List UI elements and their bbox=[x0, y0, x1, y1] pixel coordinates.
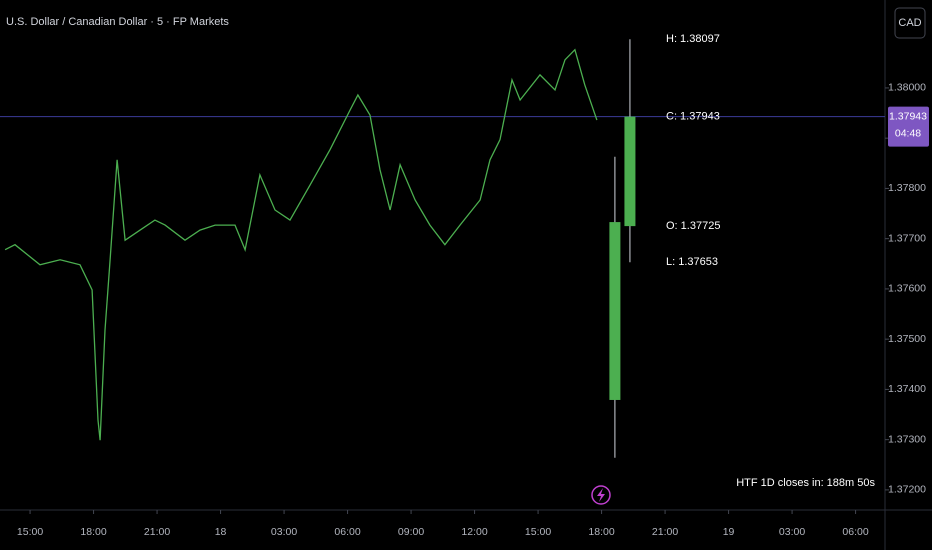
currency-button[interactable] bbox=[894, 7, 926, 39]
lightning bbox=[597, 488, 605, 502]
y-tick-label: 1.37300 bbox=[888, 433, 926, 445]
alert-icon[interactable] bbox=[591, 485, 611, 505]
y-tick-label: 1.37600 bbox=[888, 283, 926, 295]
x-tick-label: 09:00 bbox=[398, 526, 424, 538]
x-tick-label: 03:00 bbox=[271, 526, 297, 538]
ohlc-close: C: 1.37943 bbox=[666, 110, 720, 122]
x-tick-label: 18:00 bbox=[588, 526, 614, 538]
ohlc-high: H: 1.38097 bbox=[666, 33, 720, 45]
candle-body bbox=[624, 116, 636, 227]
ohlc-open: O: 1.37725 bbox=[666, 220, 720, 232]
x-tick-label: 15:00 bbox=[17, 526, 43, 538]
y-tick-label: 1.37700 bbox=[888, 232, 926, 244]
ohlc-low: L: 1.37653 bbox=[666, 256, 718, 268]
x-tick-label: 15:00 bbox=[525, 526, 551, 538]
x-tick-label: 06:00 bbox=[334, 526, 360, 538]
y-tick-label: 1.37500 bbox=[888, 333, 926, 345]
x-tick-label: 19 bbox=[723, 526, 735, 538]
currency-button-label[interactable]: CAD bbox=[898, 17, 921, 29]
x-tick-label: 21:00 bbox=[144, 526, 170, 538]
x-tick-label: 06:00 bbox=[842, 526, 868, 538]
bar-countdown: 04:48 bbox=[895, 127, 921, 139]
candle-body bbox=[609, 222, 621, 400]
x-tick-label: 18 bbox=[215, 526, 227, 538]
chart-title: U.S. Dollar / Canadian Dollar · 5 · FP M… bbox=[6, 16, 229, 28]
y-tick-label: 1.37800 bbox=[888, 182, 926, 194]
x-tick-label: 18:00 bbox=[80, 526, 106, 538]
x-tick-label: 21:00 bbox=[652, 526, 678, 538]
htf-countdown: HTF 1D closes in: 188m 50s bbox=[736, 477, 875, 489]
price-line bbox=[4, 48, 598, 441]
x-tick-label: 03:00 bbox=[779, 526, 805, 538]
y-tick-label: 1.38000 bbox=[888, 82, 926, 94]
price-tag-label: 1.37943 bbox=[889, 110, 927, 122]
y-tick-label: 1.37200 bbox=[888, 484, 926, 496]
y-tick-label: 1.37400 bbox=[888, 383, 926, 395]
x-tick-label: 12:00 bbox=[461, 526, 487, 538]
price-tag bbox=[888, 106, 929, 147]
